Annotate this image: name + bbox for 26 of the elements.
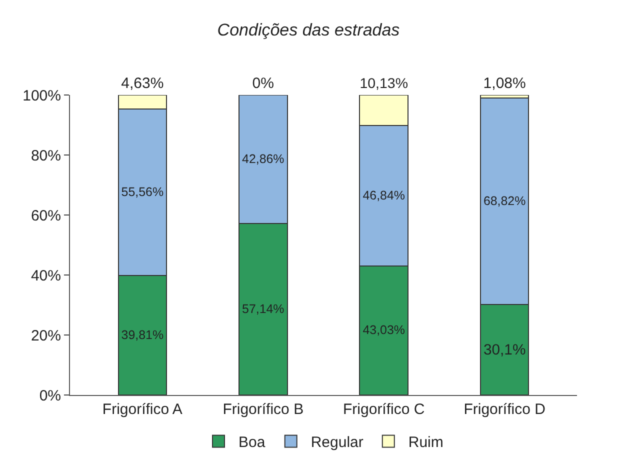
x-tick-label: Frigorífico A [102,401,182,418]
data-label: 4,63% [121,75,164,92]
data-label: 43,03% [362,323,405,338]
data-label: 46,84% [362,188,405,202]
data-label: 10,13% [360,76,408,92]
data-label: 0% [252,75,274,92]
legend-label: Boa [238,434,266,452]
chart-title: Condições das estradas [217,20,400,40]
data-label: 68,82% [483,194,526,208]
legend-label: Regular [310,434,364,452]
data-label: 39,81% [121,328,164,342]
x-tick-label: Frigorífico C [343,401,425,418]
y-tick-label: 60% [30,207,61,224]
x-tick-label: Frigorífico B [222,401,304,418]
data-label: 1,08% [483,75,526,92]
data-label: 57,14% [242,302,284,316]
data-label: 30,1% [483,342,526,358]
x-tick-label: Frigorífico D [464,401,546,418]
y-tick-label: 20% [30,327,61,344]
y-tick-label: 80% [30,147,61,164]
legend-label: Ruim [408,434,444,452]
data-label: 55,56% [121,184,164,199]
data-label: 42,86% [242,152,284,166]
y-tick-label: 40% [30,267,61,284]
y-tick-label: 0% [39,387,61,404]
y-tick-label: 100% [22,87,61,104]
